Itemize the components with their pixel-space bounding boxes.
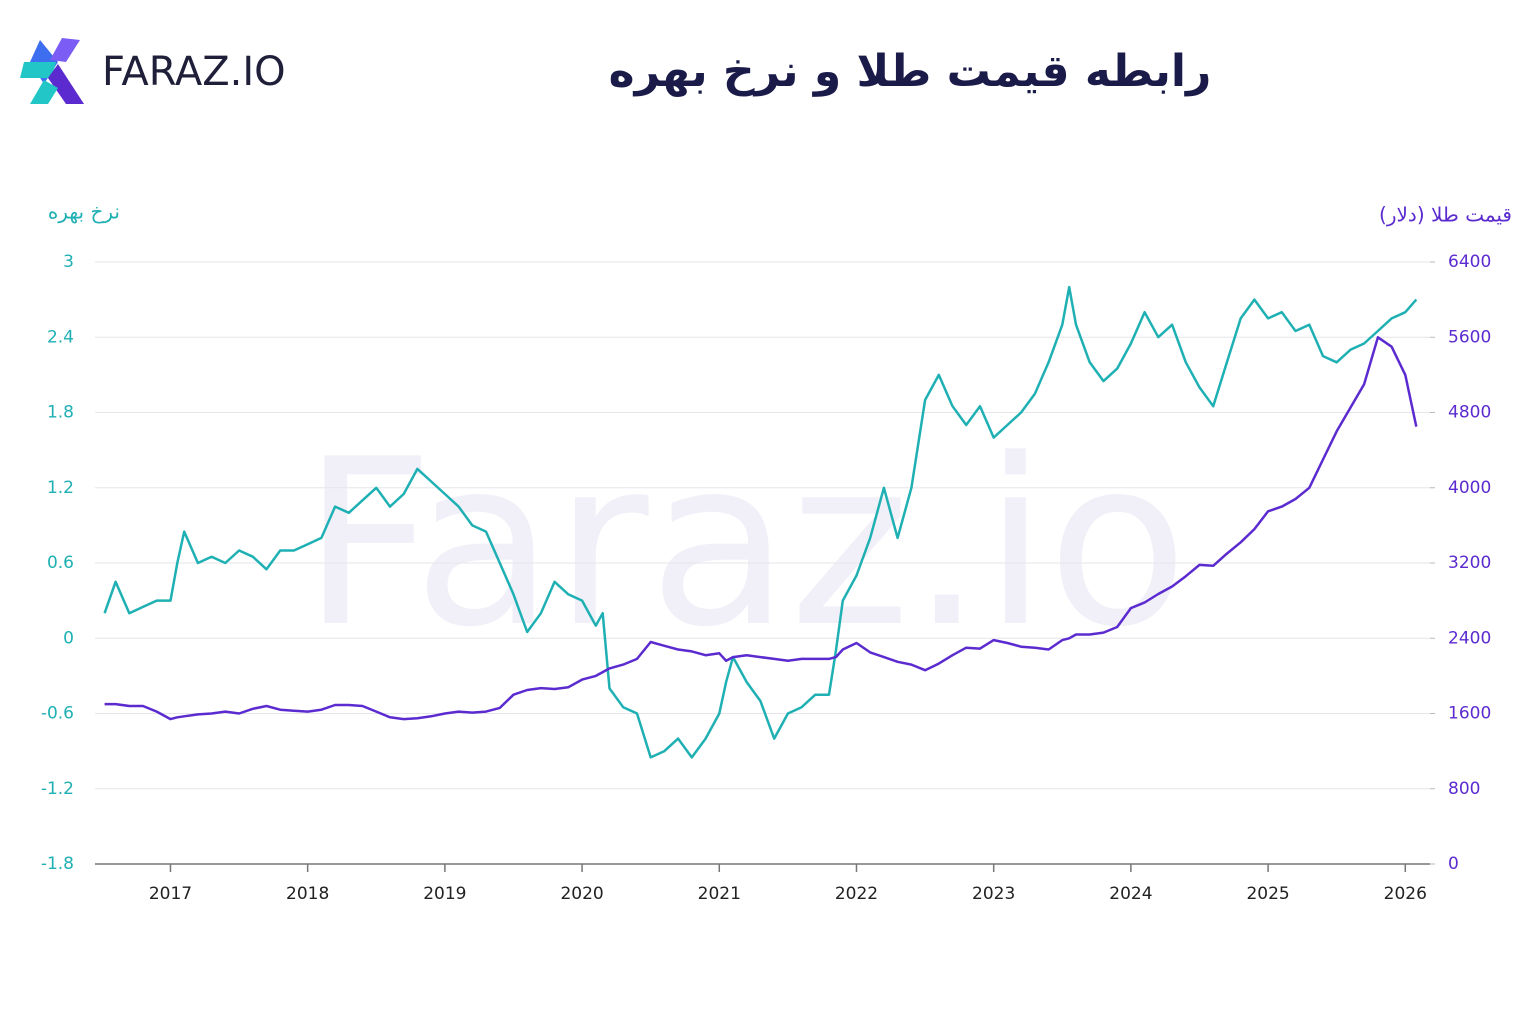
y2-tick-label: 6400 — [1448, 252, 1491, 272]
logo-icon — [20, 38, 84, 104]
y-tick-label: 1.8 — [47, 403, 74, 423]
y-tick-label: -1.8 — [41, 854, 74, 874]
y2-tick-label: 800 — [1448, 779, 1480, 799]
y2-tick-label: 2400 — [1448, 628, 1491, 648]
x-tick-label: 2024 — [1109, 884, 1152, 904]
y-tick-label: 0 — [63, 628, 74, 648]
y2-tick-label: 1600 — [1448, 704, 1491, 724]
y-tick-label: -0.6 — [41, 704, 74, 724]
y2-tick-label: 4800 — [1448, 403, 1491, 423]
x-tick-label: 2019 — [423, 884, 466, 904]
y2-tick-label: 3200 — [1448, 553, 1491, 573]
x-tick-label: 2018 — [286, 884, 329, 904]
line-series — [103, 285, 1418, 759]
x-tick-label: 2026 — [1384, 884, 1427, 904]
line-series — [104, 336, 1418, 721]
y2-tick-label: 0 — [1448, 854, 1459, 874]
watermark: Faraz.io — [302, 411, 1188, 678]
y2-axis-title: قیمت طلا (دلار) — [1379, 203, 1512, 227]
y-tick-label: 1.2 — [47, 478, 74, 498]
chart-title: رابطه قیمت طلا و نرخ بهره — [609, 46, 1212, 97]
x-tick-label: 2023 — [972, 884, 1015, 904]
x-tick-label: 2020 — [560, 884, 603, 904]
y-axis-title: نرخ بهره — [48, 200, 120, 224]
y-tick-label: 2.4 — [47, 327, 74, 347]
x-tick-label: 2017 — [149, 884, 192, 904]
y2-tick-label: 4000 — [1448, 478, 1491, 498]
x-tick-label: 2025 — [1246, 884, 1289, 904]
y-tick-label: 3 — [63, 252, 74, 272]
y-tick-label: 0.6 — [47, 553, 74, 573]
y-tick-label: -1.2 — [41, 779, 74, 799]
brand: FARAZ.IO — [102, 49, 286, 95]
x-tick-label: 2021 — [698, 884, 741, 904]
y2-tick-label: 5600 — [1448, 327, 1491, 347]
x-tick-label: 2022 — [835, 884, 878, 904]
